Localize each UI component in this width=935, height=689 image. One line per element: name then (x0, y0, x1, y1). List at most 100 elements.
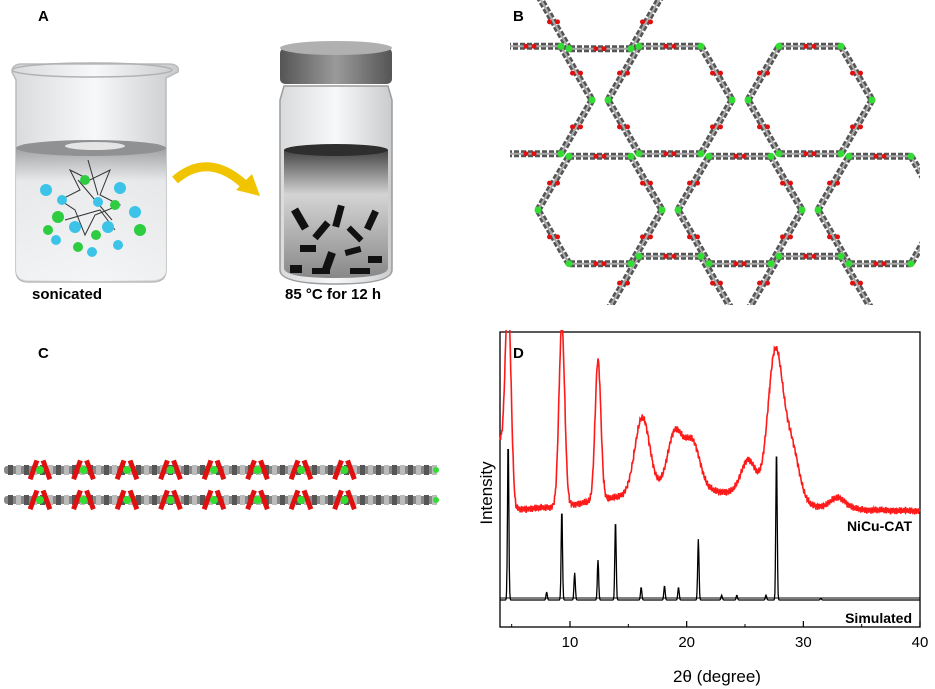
plot-frame (499, 331, 921, 628)
linker (744, 44, 783, 102)
x-tick-label: 20 (678, 634, 695, 651)
y-axis-label: Intensity (477, 461, 496, 525)
metal-node (565, 45, 573, 53)
linker (674, 154, 713, 212)
metal-node (588, 96, 596, 104)
panel-a-caption-heating: 85 °C for 12 h (285, 286, 382, 303)
linker (709, 152, 771, 160)
panel-b-letter: B (513, 8, 524, 25)
linker (767, 154, 806, 212)
metal-node (627, 260, 635, 268)
linker (639, 150, 701, 158)
metal-node (697, 252, 705, 260)
metal-node (635, 42, 643, 50)
metal-node (775, 42, 783, 50)
metal-node (123, 496, 131, 504)
metal-node (253, 466, 262, 474)
metal-node (210, 466, 218, 474)
metal-node (775, 252, 783, 260)
linker (536, 0, 573, 51)
linker (534, 154, 573, 212)
metal-node (845, 260, 853, 268)
metal-node (123, 466, 131, 474)
linker (779, 252, 841, 260)
metal-node (297, 496, 305, 504)
series-label: Simulated (845, 610, 912, 626)
layer-stacking-structure (4, 459, 439, 511)
panel-a-illustration (11, 41, 393, 285)
metal-node (907, 152, 915, 160)
metal-node (845, 152, 853, 160)
panel-c-letter: C (38, 345, 49, 362)
metal-node (798, 206, 806, 214)
metal-node (705, 260, 713, 268)
metal-node (565, 152, 573, 160)
linker (907, 241, 920, 266)
metal-node (557, 42, 565, 50)
linker (510, 150, 561, 158)
linker (627, 0, 664, 51)
metal-node (837, 42, 845, 50)
metal-node (166, 466, 175, 474)
green-spheres (43, 175, 146, 252)
metal-node (635, 252, 643, 260)
linker (639, 252, 701, 260)
metal-node (697, 150, 705, 158)
panel-d-letter: D (513, 345, 524, 362)
linker (697, 98, 736, 156)
framework-layer (4, 489, 439, 511)
metal-node (627, 152, 635, 160)
linker (837, 98, 876, 156)
framework-layer (4, 459, 439, 481)
linker (557, 44, 596, 102)
metal-node (210, 496, 218, 504)
metal-node (79, 496, 88, 504)
metal-node (565, 260, 573, 268)
metal-node (297, 466, 305, 474)
linker (779, 150, 841, 158)
linker (534, 208, 573, 266)
linker (510, 42, 561, 50)
curved-arrow-icon (172, 162, 260, 196)
metal-node (36, 466, 44, 474)
metal-node (837, 150, 845, 158)
crystal-rods (290, 204, 382, 274)
linker (604, 98, 643, 156)
x-axis-label: 2θ (degree) (673, 667, 761, 686)
linker (814, 154, 853, 212)
metal-node (340, 496, 349, 504)
metal-node (534, 206, 542, 214)
metal-node (674, 206, 682, 214)
metal-node (253, 496, 262, 504)
linker (849, 260, 911, 268)
series-label: NiCu-CAT (847, 518, 913, 534)
linker (697, 44, 736, 102)
x-tick-label: 40 (912, 634, 929, 651)
linker (709, 260, 771, 268)
metal-node (340, 466, 349, 474)
metal-node (604, 96, 612, 104)
metal-node (868, 96, 876, 104)
linker (744, 98, 783, 156)
metal-node (775, 150, 783, 158)
metal-node (767, 260, 775, 268)
series-line (499, 330, 921, 516)
metal-node (837, 252, 845, 260)
linker (907, 154, 920, 179)
metal-node (767, 152, 775, 160)
linker (627, 154, 666, 212)
linker (604, 44, 643, 102)
linker (569, 45, 631, 53)
metal-node (557, 150, 565, 158)
metal-node (814, 206, 822, 214)
linker (557, 98, 596, 156)
metal-node (907, 260, 915, 268)
linker (779, 42, 841, 50)
beaker (11, 62, 180, 283)
metal-node (658, 206, 666, 214)
metal-node (79, 466, 88, 474)
series-line (500, 449, 920, 601)
metal-node (166, 496, 175, 504)
blue-spheres (40, 182, 141, 257)
metal-node (635, 150, 643, 158)
